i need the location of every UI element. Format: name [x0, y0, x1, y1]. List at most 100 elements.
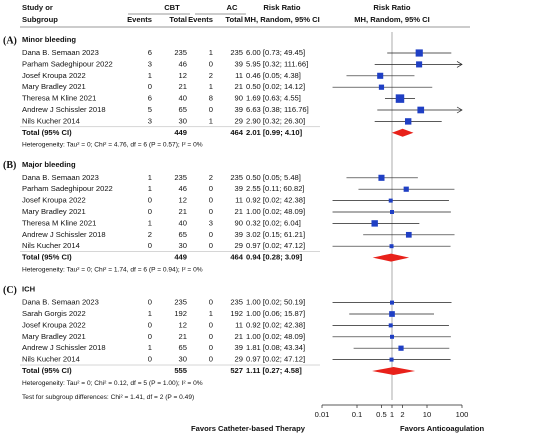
ac-total: 39 [235, 184, 243, 193]
ac-events: 0 [209, 298, 213, 307]
study-name: Sarah Gorgis 2022 [22, 309, 86, 318]
cbt-total: 65 [179, 230, 187, 239]
cbt-events: 1 [148, 309, 152, 318]
header: MH, Random, 95% CI [244, 15, 320, 24]
cbt-total: 449 [174, 128, 187, 137]
ac-total: 39 [235, 343, 243, 352]
cbt-total: 12 [179, 71, 187, 80]
cbt-total: 235 [174, 173, 187, 182]
ci-arrow [456, 106, 463, 114]
ac-events: 0 [209, 207, 213, 216]
total-risk-ratio-label: 1.11 [0.27; 4.58] [246, 366, 302, 375]
cbt-total: 65 [179, 105, 187, 114]
cbt-events: 0 [148, 207, 152, 216]
ac-total: 29 [235, 116, 243, 125]
risk-ratio-label: 6.00 [0.73; 49.45] [246, 48, 305, 57]
ac-total: 21 [235, 207, 243, 216]
x-tick-label: 0.5 [376, 410, 387, 419]
ac-events: 2 [209, 173, 213, 182]
cbt-events: 0 [148, 82, 152, 91]
cbt-total: 449 [174, 253, 187, 262]
header: Events [188, 15, 213, 24]
cbt-events: 2 [148, 230, 152, 239]
study-square [403, 186, 409, 192]
study-name: Nils Kucher 2014 [22, 355, 80, 364]
cbt-events: 1 [148, 343, 152, 352]
ac-total: 527 [230, 366, 243, 375]
x-tick-label: 10 [423, 410, 431, 419]
study-square [389, 357, 394, 362]
ci-arrow [456, 61, 463, 68]
cbt-events: 0 [148, 355, 152, 364]
ac-total: 464 [230, 128, 243, 137]
ac-total: 192 [230, 309, 243, 318]
risk-ratio-label: 1.00 [0.02; 50.19] [246, 298, 305, 307]
study-square [389, 244, 394, 249]
study-square [415, 49, 423, 57]
cbt-events: 1 [148, 218, 152, 227]
ac-total: 235 [230, 48, 243, 57]
cbt-events: 0 [148, 241, 152, 250]
favors-left: Favors Catheter-based Therapy [191, 424, 306, 433]
study-square [388, 198, 393, 203]
total-label: Total (95% CI) [22, 366, 72, 375]
ac-events: 0 [209, 105, 213, 114]
total-diamond [372, 253, 410, 262]
x-tick-label: 1 [390, 410, 394, 419]
risk-ratio-label: 0.50 [0.05; 5.48] [246, 173, 301, 182]
cbt-events: 0 [148, 320, 152, 329]
cbt-total: 30 [179, 355, 187, 364]
study-square [377, 72, 384, 79]
x-tick-label: 100 [456, 410, 469, 419]
study-name: Dana B. Semaan 2023 [22, 173, 99, 182]
study-square [390, 210, 394, 214]
ac-total: 11 [235, 71, 243, 80]
risk-ratio-label: 5.95 [0.32; 111.66] [246, 59, 308, 68]
risk-ratio-label: 0.97 [0.02; 47.12] [246, 355, 305, 364]
cbt-total: 21 [179, 332, 187, 341]
x-tick-label: 2 [400, 410, 404, 419]
header: Total [225, 15, 243, 24]
group-tag: (A) [3, 35, 17, 46]
study-square [390, 334, 394, 339]
cbt-total: 12 [179, 320, 187, 329]
risk-ratio-label: 0.32 [0.02; 6.04] [246, 218, 301, 227]
study-name: Nils Kucher 2014 [22, 241, 80, 250]
cbt-events: 1 [148, 173, 152, 182]
header: Total [169, 15, 187, 24]
study-square [398, 345, 404, 351]
study-square [389, 311, 395, 317]
subgroup-test: Test for subgroup differences: Chi² = 1.… [22, 394, 194, 401]
ac-events: 0 [209, 184, 213, 193]
cbt-events: 6 [148, 94, 152, 103]
ac-events: 3 [209, 218, 213, 227]
total-diamond [372, 367, 416, 375]
risk-ratio-label: 1.69 [0.63; 4.55] [246, 94, 301, 103]
total-label: Total (95% CI) [22, 253, 72, 262]
ac-events: 0 [209, 230, 213, 239]
risk-ratio-label: 0.97 [0.02; 47.12] [246, 241, 305, 250]
study-name: Parham Sadeghipour 2022 [22, 184, 113, 193]
total-risk-ratio-label: 0.94 [0.28; 3.09] [246, 253, 303, 262]
ac-events: 0 [209, 343, 213, 352]
ac-total: 39 [235, 105, 243, 114]
ac-total: 11 [235, 196, 243, 205]
ac-events: 1 [209, 82, 213, 91]
study-square [405, 231, 412, 238]
x-tick-label: 0.1 [352, 410, 363, 419]
risk-ratio-label: 0.50 [0.02; 14.12] [246, 82, 305, 91]
cbt-total: 65 [179, 343, 187, 352]
study-square [378, 174, 385, 181]
risk-ratio-label: 1.81 [0.08; 43.34] [246, 343, 305, 352]
ac-events: 2 [209, 71, 213, 80]
total-diamond [391, 128, 414, 137]
header: Study or [22, 3, 53, 12]
cbt-events: 1 [148, 184, 152, 193]
ac-events: 0 [209, 196, 213, 205]
study-name: Andrew J Schissler 2018 [22, 105, 106, 114]
study-square [371, 220, 378, 227]
ac-total: 235 [230, 298, 243, 307]
ac-total: 235 [230, 173, 243, 182]
risk-ratio-label: 2.90 [0.32; 26.30] [246, 116, 305, 125]
